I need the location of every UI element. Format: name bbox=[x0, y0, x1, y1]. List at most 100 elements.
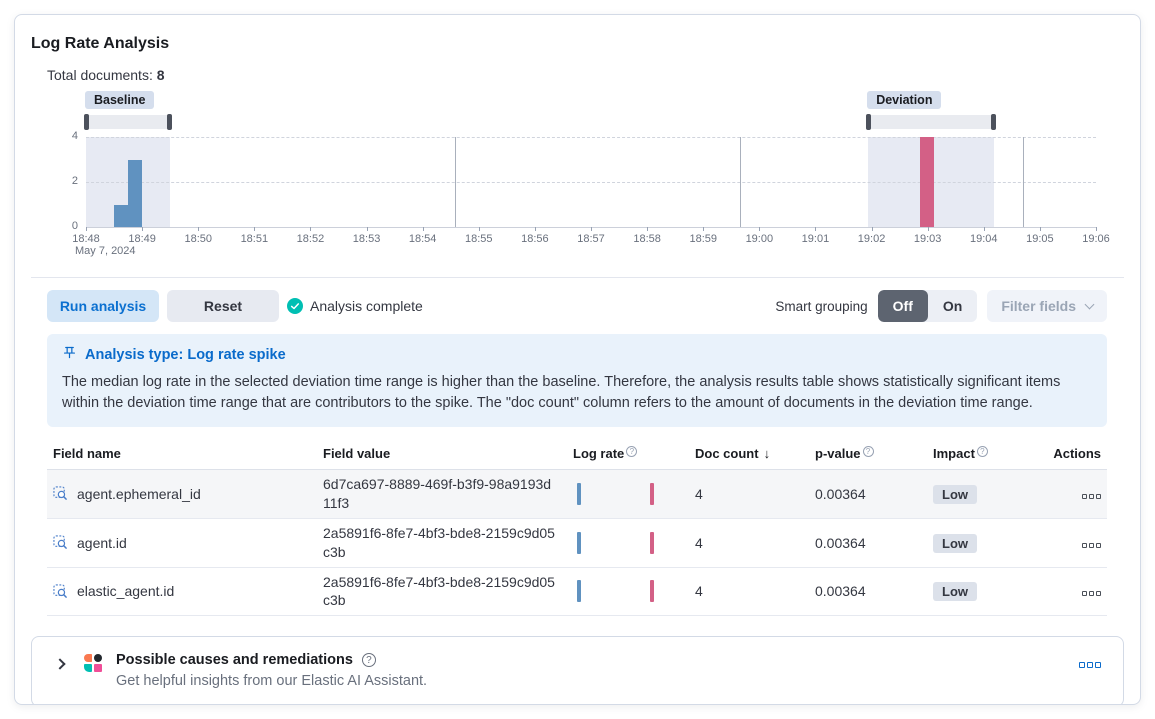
h-gridline bbox=[86, 182, 1096, 183]
doc-count-value: 4 bbox=[695, 583, 703, 600]
footer-subtitle: Get helpful insights from our Elastic AI… bbox=[116, 673, 428, 690]
x-axis-tick bbox=[647, 227, 649, 231]
p-value: 0.00364 bbox=[815, 583, 866, 600]
x-axis-tick bbox=[422, 227, 424, 231]
column-header-log-rate[interactable]: Log rate bbox=[567, 437, 689, 471]
column-header-impact[interactable]: Impact bbox=[927, 437, 1043, 471]
x-tick-label: 18:50 bbox=[184, 233, 212, 245]
x-tick-label: 19:05 bbox=[1026, 233, 1054, 245]
table-row[interactable]: agent.ephemeral_id 6d7ca697-8889-469f-b3… bbox=[47, 469, 1107, 519]
help-icon[interactable] bbox=[361, 653, 376, 668]
run-analysis-button[interactable]: Run analysis bbox=[47, 290, 159, 322]
row-actions-button[interactable] bbox=[1082, 591, 1101, 597]
info-icon[interactable] bbox=[976, 446, 988, 458]
x-tick-label: 19:00 bbox=[745, 233, 774, 245]
brush-handle[interactable] bbox=[991, 114, 997, 130]
analysis-status-label: Analysis complete bbox=[310, 298, 423, 314]
doc-count-value: 4 bbox=[695, 534, 703, 551]
divider bbox=[31, 277, 1124, 278]
x-tick-label: 19:06 bbox=[1082, 233, 1110, 245]
y-tick-label: 0 bbox=[71, 220, 78, 232]
panel-actions-button[interactable] bbox=[1079, 662, 1101, 669]
filter-field-icon[interactable] bbox=[53, 535, 68, 550]
x-tick-label: 19:03 bbox=[913, 233, 942, 245]
histogram-bar bbox=[114, 204, 129, 227]
deviation-brush[interactable] bbox=[868, 115, 995, 129]
column-label: Field value bbox=[323, 446, 391, 462]
column-header-p-value[interactable]: p-value bbox=[809, 437, 927, 471]
smart-grouping-on-button[interactable]: On bbox=[942, 298, 963, 314]
results-table: Field name Field value Log rate Doc count p-… bbox=[47, 437, 1107, 617]
document-count-chart: May 7, 2024 18:48 18:49 18:50 18:51 18:52 18:… bbox=[31, 91, 1126, 263]
column-header-doc-count[interactable]: Doc count bbox=[689, 437, 809, 471]
chevron-down-icon bbox=[1084, 299, 1095, 309]
brush-handle[interactable] bbox=[84, 114, 89, 130]
column-label: Doc count bbox=[695, 446, 759, 462]
x-tick-label: 19:01 bbox=[801, 233, 830, 245]
filter-field-icon[interactable] bbox=[53, 486, 68, 501]
log-rate-baseline-bar bbox=[577, 531, 581, 554]
column-label: p-value bbox=[815, 446, 861, 462]
field-value: 2a5891f6-8fe7-4bf3-bde8-2159c9d05c3b bbox=[323, 524, 555, 560]
callout-body: The median log rate in the selected devi… bbox=[62, 374, 1061, 412]
filter-field-icon[interactable] bbox=[53, 584, 68, 599]
field-value: 2a5891f6-8fe7-4bf3-bde8-2159c9d05c3b bbox=[323, 573, 555, 609]
check-icon bbox=[287, 298, 303, 314]
sort-desc-icon bbox=[764, 446, 771, 461]
possible-causes-panel[interactable]: Possible causes and remediations Get hel… bbox=[31, 636, 1124, 704]
table-row[interactable]: agent.id 2a5891f6-8fe7-4bf3-bde8-2159c9d… bbox=[47, 518, 1107, 568]
baseline-brush[interactable] bbox=[86, 115, 171, 129]
field-name: agent.id bbox=[77, 534, 127, 551]
log-rate-deviation-bar bbox=[650, 482, 654, 505]
field-value: 6d7ca697-8889-469f-b3f9-98a9193d11f3 bbox=[323, 476, 552, 511]
brush-handle[interactable] bbox=[866, 114, 872, 130]
column-label: Field name bbox=[53, 446, 121, 462]
column-header-actions[interactable]: Actions bbox=[1043, 437, 1107, 471]
row-actions-button[interactable] bbox=[1082, 542, 1101, 548]
x-axis-tick bbox=[254, 227, 256, 231]
total-documents: Total documents: 8 bbox=[47, 67, 165, 83]
x-tick-label: 18:58 bbox=[633, 233, 661, 245]
x-tick-label: 19:04 bbox=[970, 233, 998, 245]
reset-button[interactable]: Reset bbox=[167, 290, 279, 322]
elastic-ai-assistant-icon bbox=[84, 654, 102, 673]
x-tick-label: 18:54 bbox=[408, 233, 437, 245]
y-tick-label: 4 bbox=[71, 130, 78, 142]
x-tick-label: 18:57 bbox=[577, 233, 605, 245]
chevron-right-icon[interactable] bbox=[54, 658, 66, 671]
x-tick-label: 19:02 bbox=[857, 233, 886, 245]
v-gridline bbox=[455, 137, 457, 227]
y-tick-label: 2 bbox=[71, 175, 78, 187]
v-gridline bbox=[739, 137, 741, 227]
info-icon[interactable] bbox=[626, 446, 638, 458]
x-axis-tick bbox=[1039, 227, 1041, 231]
impact-badge: Low bbox=[933, 582, 977, 602]
x-tick-label: 18:59 bbox=[689, 233, 717, 245]
log-rate-deviation-bar bbox=[650, 531, 654, 554]
page-title: Log Rate Analysis bbox=[31, 35, 170, 52]
histogram-bar bbox=[128, 159, 143, 227]
column-header-field-value[interactable]: Field value bbox=[317, 437, 567, 471]
x-tick-label: 18:49 bbox=[128, 233, 156, 245]
brush-handle[interactable] bbox=[167, 114, 173, 130]
table-row[interactable]: elastic_agent.id 2a5891f6-8fe7-4bf3-bde8… bbox=[47, 567, 1107, 617]
table-header-row: Field name Field value Log rate Doc count p-… bbox=[47, 437, 1107, 471]
log-rate-analysis-panel: Log Rate Analysis Total documents: 8 May… bbox=[14, 14, 1141, 705]
x-tick-label: 18:53 bbox=[352, 233, 381, 245]
column-header-field-name[interactable]: Field name bbox=[47, 437, 317, 471]
histogram-bar bbox=[920, 137, 935, 227]
x-axis-tick bbox=[927, 227, 929, 231]
row-actions-button[interactable] bbox=[1082, 493, 1101, 499]
analysis-status: Analysis complete bbox=[287, 298, 423, 314]
x-axis-tick bbox=[310, 227, 312, 231]
footer-title: Possible causes and remediations bbox=[116, 652, 353, 669]
column-label: Impact bbox=[933, 446, 975, 462]
filter-fields-button[interactable]: Filter fields bbox=[987, 290, 1107, 322]
x-axis-tick bbox=[591, 227, 592, 231]
brush-label-badge: Deviation bbox=[867, 91, 942, 109]
smart-grouping-off-button[interactable]: Off bbox=[877, 290, 928, 322]
info-icon[interactable] bbox=[862, 446, 874, 458]
analysis-type-callout: Analysis type: Log rate spike The median… bbox=[47, 334, 1107, 428]
controls-row: Run analysis Reset Analysis complete Sma… bbox=[47, 290, 1107, 322]
v-gridline bbox=[1023, 137, 1025, 227]
